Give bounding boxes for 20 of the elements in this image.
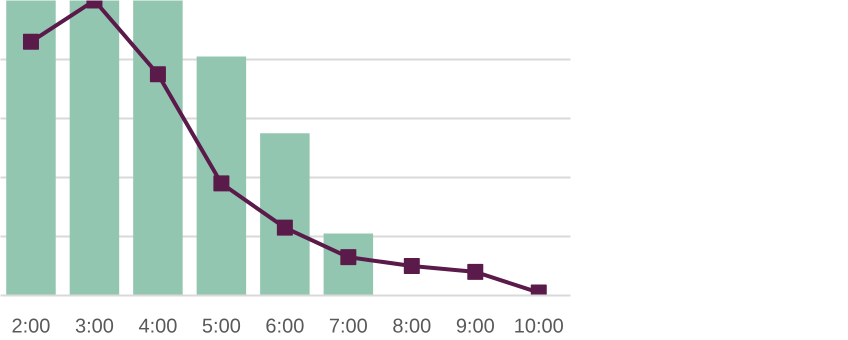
bar: [70, 0, 120, 296]
point: [404, 258, 420, 274]
point: [22, 34, 39, 50]
x-tick-label: 2:00: [12, 316, 50, 338]
x-tick-label: 4:00: [138, 316, 178, 338]
x-tick-label: 6:00: [265, 316, 304, 338]
x-tick-label: 5:00: [202, 316, 241, 338]
point: [213, 175, 230, 192]
x-tick-label: 9:00: [456, 316, 495, 338]
bar: [133, 0, 183, 296]
bar: [196, 56, 246, 296]
x-tick-label: 3:00: [74, 316, 114, 338]
bar: [260, 133, 310, 296]
point: [276, 220, 293, 236]
point: [467, 264, 484, 280]
bar: [6, 0, 56, 296]
x-tick-label: 8:00: [392, 316, 432, 338]
x-tick-label: 7:00: [328, 316, 368, 338]
x-tick-label: 10:00: [514, 316, 564, 338]
point: [150, 66, 166, 82]
